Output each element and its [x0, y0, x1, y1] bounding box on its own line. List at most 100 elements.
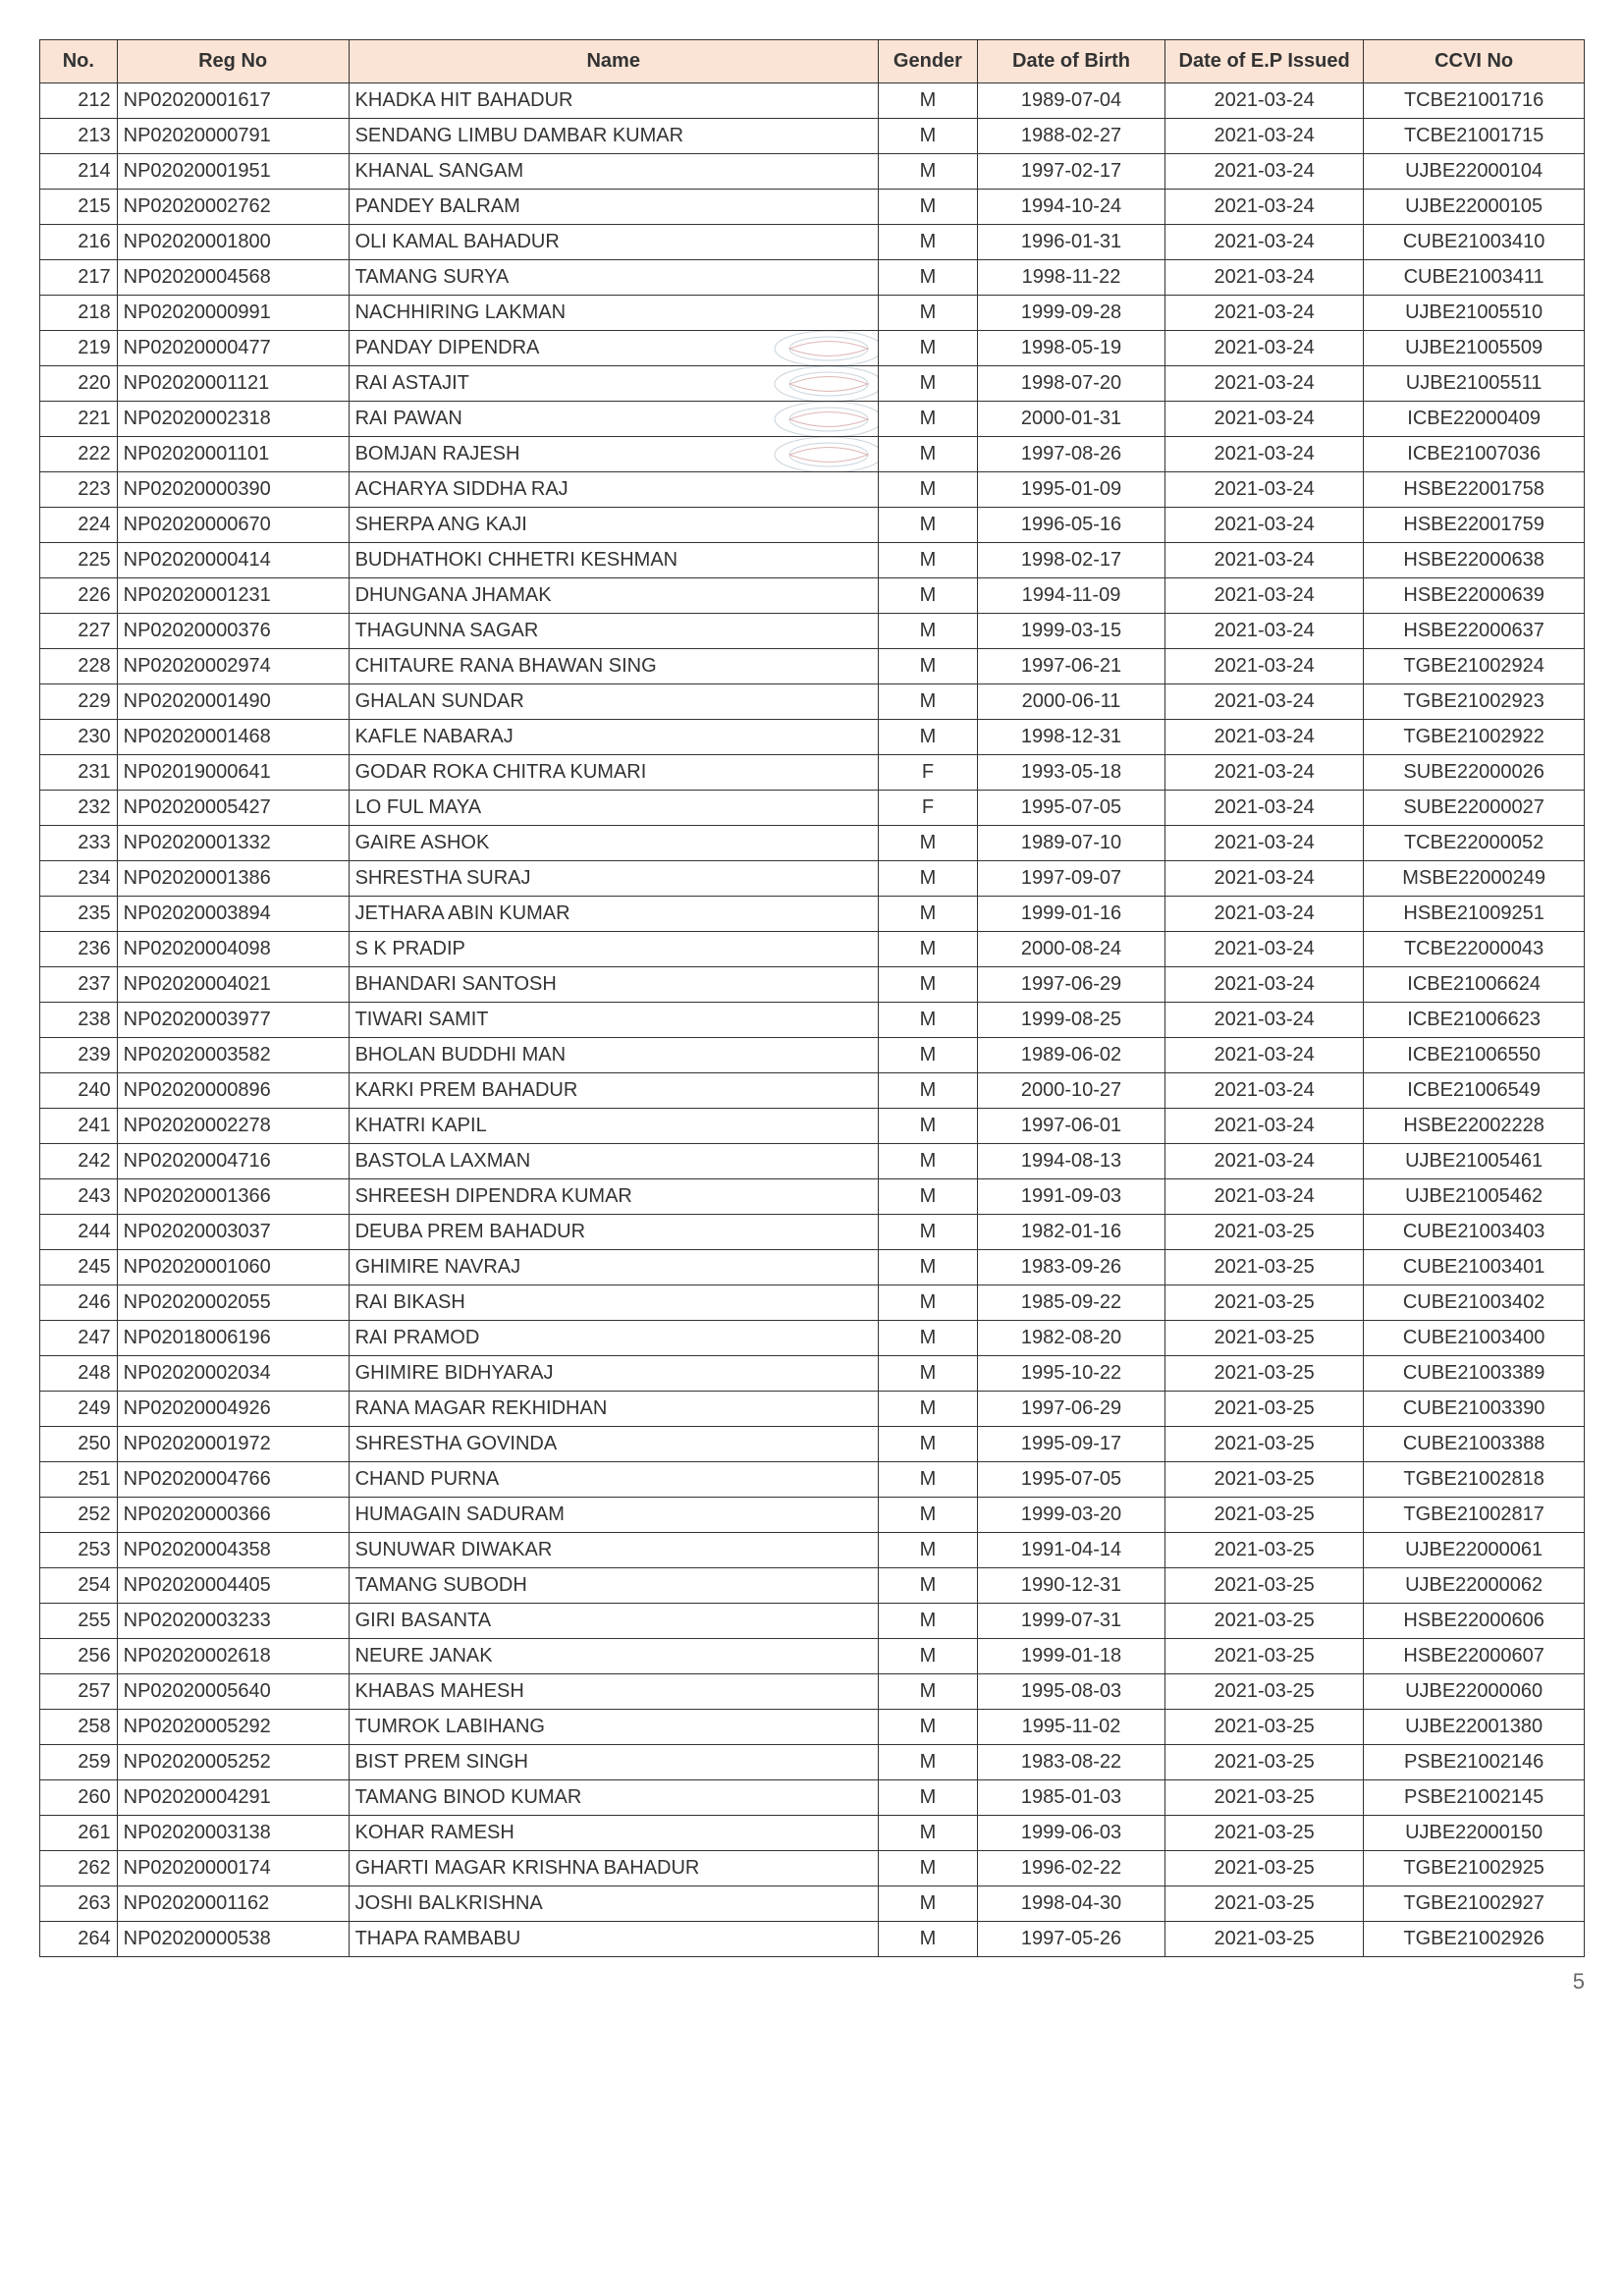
cell-ccvi: CUBE21003401: [1364, 1250, 1585, 1285]
cell-reg: NP02020004405: [117, 1568, 349, 1604]
cell-dob: 1991-09-03: [978, 1179, 1165, 1215]
cell-gender: M: [878, 649, 977, 684]
cell-ccvi: UJBE22000060: [1364, 1674, 1585, 1710]
cell-reg: NP02020001121: [117, 366, 349, 402]
cell-reg: NP02020000390: [117, 472, 349, 508]
cell-gender: M: [878, 1003, 977, 1038]
cell-no: 229: [40, 684, 118, 720]
cell-name: GHIMIRE NAVRAJ: [349, 1250, 878, 1285]
cell-reg: NP02020004021: [117, 967, 349, 1003]
cell-gender: M: [878, 1922, 977, 1957]
cell-gender: M: [878, 861, 977, 897]
cell-reg: NP02020005427: [117, 791, 349, 826]
cell-gender: F: [878, 791, 977, 826]
cell-gender: M: [878, 1392, 977, 1427]
cell-name: SENDANG LIMBU DAMBAR KUMAR: [349, 119, 878, 154]
cell-ep: 2021-03-24: [1165, 296, 1364, 331]
cell-ep: 2021-03-25: [1165, 1816, 1364, 1851]
cell-name: SHRESTHA GOVINDA: [349, 1427, 878, 1462]
cell-ep: 2021-03-24: [1165, 260, 1364, 296]
cell-ccvi: TGBE21002923: [1364, 684, 1585, 720]
cell-name: GHALAN SUNDAR: [349, 684, 878, 720]
cell-ep: 2021-03-24: [1165, 472, 1364, 508]
cell-ep: 2021-03-25: [1165, 1427, 1364, 1462]
table-row: 257NP02020005640KHABAS MAHESHM1995-08-03…: [40, 1674, 1585, 1710]
cell-name: BHOLAN BUDDHI MAN: [349, 1038, 878, 1073]
cell-reg: NP02020001800: [117, 225, 349, 260]
cell-no: 254: [40, 1568, 118, 1604]
cell-dob: 1988-02-27: [978, 119, 1165, 154]
cell-no: 238: [40, 1003, 118, 1038]
cell-no: 212: [40, 83, 118, 119]
cell-name: DHUNGANA JHAMAK: [349, 578, 878, 614]
cell-gender: M: [878, 83, 977, 119]
table-row: 226NP02020001231DHUNGANA JHAMAKM1994-11-…: [40, 578, 1585, 614]
cell-dob: 1997-02-17: [978, 154, 1165, 190]
cell-name: BHANDARI SANTOSH: [349, 967, 878, 1003]
cell-ep: 2021-03-24: [1165, 614, 1364, 649]
cell-ccvi: UJBE22000104: [1364, 154, 1585, 190]
cell-reg: NP02020000791: [117, 119, 349, 154]
cell-name: GHIMIRE BIDHYARAJ: [349, 1356, 878, 1392]
cell-no: 259: [40, 1745, 118, 1780]
cell-no: 255: [40, 1604, 118, 1639]
cell-dob: 1989-07-10: [978, 826, 1165, 861]
seal-watermark-icon: [770, 331, 879, 366]
table-row: 221NP02020002318RAI PAWANM2000-01-312021…: [40, 402, 1585, 437]
table-row: 245NP02020001060GHIMIRE NAVRAJM1983-09-2…: [40, 1250, 1585, 1285]
cell-ep: 2021-03-24: [1165, 826, 1364, 861]
table-row: 255NP02020003233GIRI BASANTAM1999-07-312…: [40, 1604, 1585, 1639]
cell-no: 234: [40, 861, 118, 897]
cell-gender: M: [878, 366, 977, 402]
cell-gender: M: [878, 967, 977, 1003]
cell-gender: M: [878, 897, 977, 932]
cell-gender: M: [878, 1745, 977, 1780]
cell-ccvi: TGBE21002818: [1364, 1462, 1585, 1498]
cell-gender: M: [878, 225, 977, 260]
cell-gender: M: [878, 472, 977, 508]
cell-reg: NP02020001951: [117, 154, 349, 190]
cell-dob: 1997-08-26: [978, 437, 1165, 472]
table-row: 231NP02019000641GODAR ROKA CHITRA KUMARI…: [40, 755, 1585, 791]
table-row: 251NP02020004766CHAND PURNAM1995-07-0520…: [40, 1462, 1585, 1498]
cell-reg: NP02020000414: [117, 543, 349, 578]
cell-no: 239: [40, 1038, 118, 1073]
cell-ep: 2021-03-24: [1165, 1003, 1364, 1038]
cell-reg: NP02020003582: [117, 1038, 349, 1073]
cell-no: 218: [40, 296, 118, 331]
table-row: 227NP02020000376THAGUNNA SAGARM1999-03-1…: [40, 614, 1585, 649]
header-no: No.: [40, 40, 118, 83]
cell-reg: NP02020005252: [117, 1745, 349, 1780]
cell-reg: NP02020003977: [117, 1003, 349, 1038]
cell-dob: 1999-07-31: [978, 1604, 1165, 1639]
table-row: 254NP02020004405TAMANG SUBODHM1990-12-31…: [40, 1568, 1585, 1604]
cell-no: 219: [40, 331, 118, 366]
cell-no: 236: [40, 932, 118, 967]
page-number: 5: [39, 1969, 1585, 1995]
cell-no: 249: [40, 1392, 118, 1427]
seal-watermark-icon: [770, 437, 879, 472]
cell-ccvi: UJBE21005461: [1364, 1144, 1585, 1179]
cell-no: 232: [40, 791, 118, 826]
cell-reg: NP02020001617: [117, 83, 349, 119]
cell-gender: M: [878, 260, 977, 296]
cell-name: JETHARA ABIN KUMAR: [349, 897, 878, 932]
cell-reg: NP02020002278: [117, 1109, 349, 1144]
cell-ep: 2021-03-24: [1165, 1038, 1364, 1073]
cell-gender: M: [878, 578, 977, 614]
seal-watermark-icon: [770, 402, 879, 437]
cell-name: RAI BIKASH: [349, 1285, 878, 1321]
cell-ccvi: ICBE21006624: [1364, 967, 1585, 1003]
cell-gender: M: [878, 543, 977, 578]
cell-reg: NP02020000991: [117, 296, 349, 331]
cell-reg: NP02020000366: [117, 1498, 349, 1533]
table-row: 261NP02020003138KOHAR RAMESHM1999-06-032…: [40, 1816, 1585, 1851]
cell-dob: 1997-06-29: [978, 967, 1165, 1003]
cell-dob: 1994-11-09: [978, 578, 1165, 614]
cell-no: 223: [40, 472, 118, 508]
cell-ccvi: UJBE21005510: [1364, 296, 1585, 331]
table-row: 260NP02020004291TAMANG BINOD KUMARM1985-…: [40, 1780, 1585, 1816]
page-container: No. Reg No Name Gender Date of Birth Dat…: [39, 39, 1585, 1995]
cell-name: THAPA RAMBABU: [349, 1922, 878, 1957]
cell-ccvi: CUBE21003388: [1364, 1427, 1585, 1462]
